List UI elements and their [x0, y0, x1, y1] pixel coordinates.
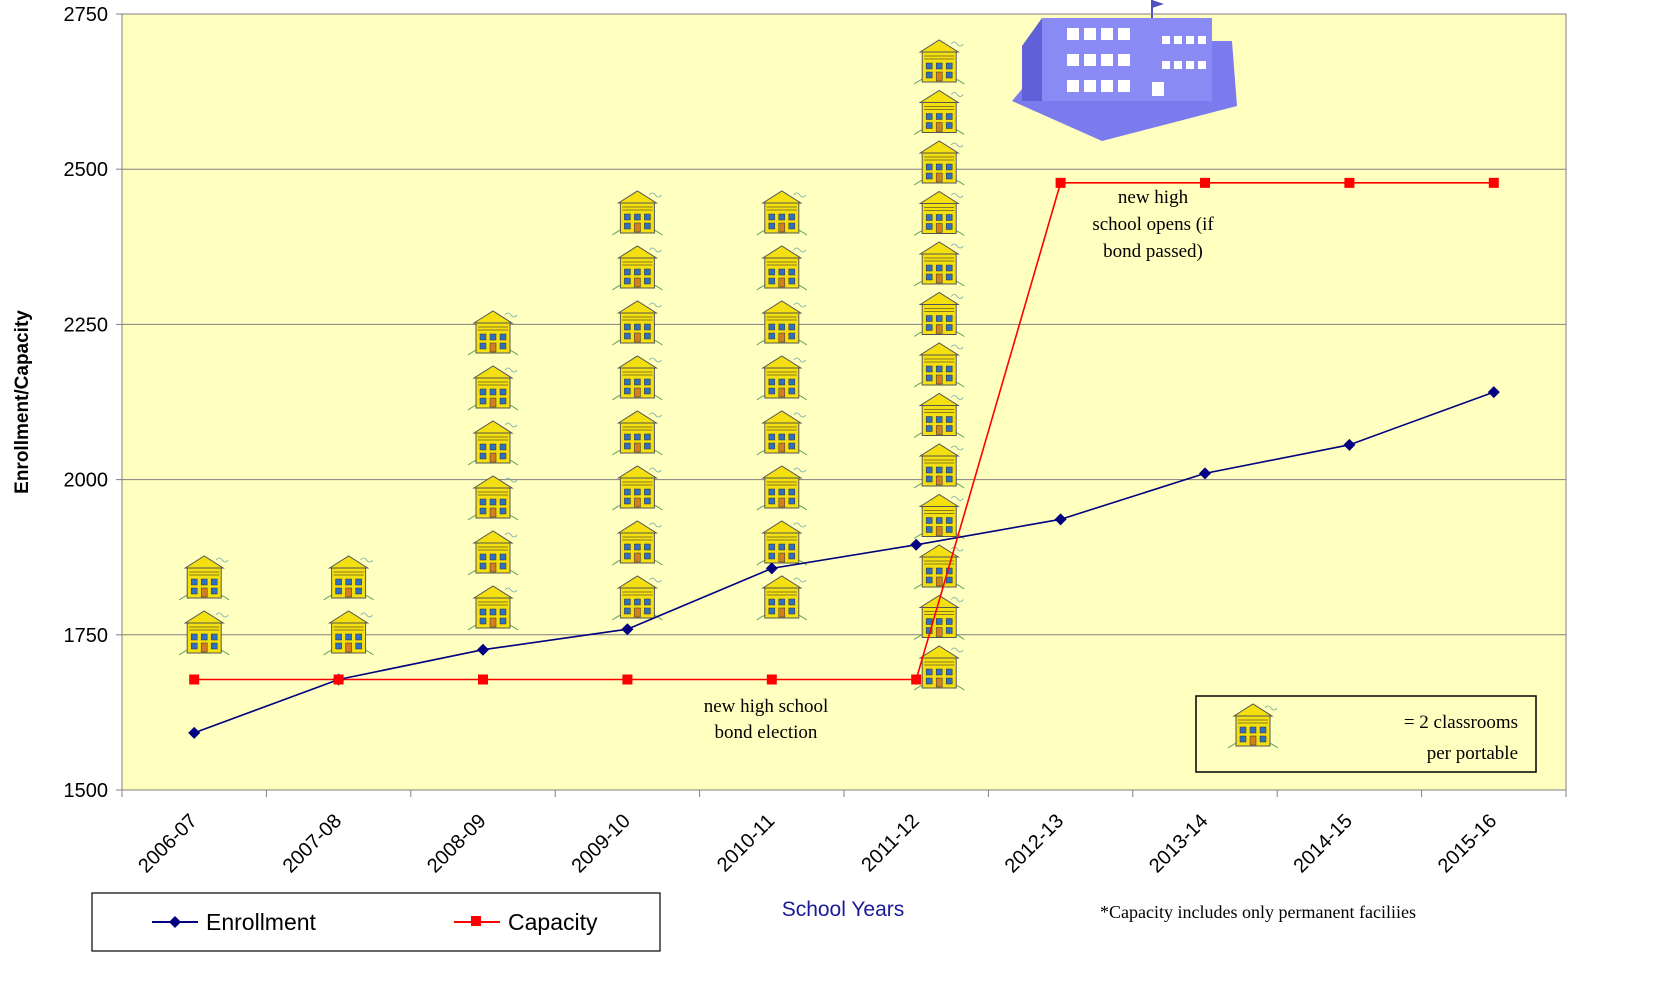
enrollment-point [621, 623, 634, 636]
y-tick-label: 2500 [64, 159, 109, 181]
capacity-point [1200, 177, 1210, 188]
legend-item-capacity: Capacity [454, 909, 598, 935]
portable-key-line-1: = 2 classrooms [1404, 712, 1518, 733]
x-tick-labels: 2006-07 2007-08 2008-09 2009-10 2010-11 2011-… [134, 810, 1501, 877]
capacity-point [622, 674, 633, 685]
series-line-capacity [194, 182, 1494, 681]
x-tick-label: 2007-08 [279, 810, 346, 877]
enrollment-point [1343, 438, 1356, 451]
x-tick-label: 2010-11 [713, 810, 779, 876]
series-lines [193, 182, 1495, 734]
x-tick-label: 2015-16 [1434, 810, 1501, 877]
y-tick-label: 1750 [64, 625, 109, 647]
x-tick-label: 2012-13 [1001, 810, 1068, 877]
x-axis-title: School Years [782, 898, 905, 921]
legend-capacity-marker [471, 916, 481, 926]
y-tick-label: 2250 [64, 314, 109, 336]
capacity-point [766, 674, 777, 685]
bond-election-line-1: new high school [704, 696, 829, 717]
x-tick-label: 2008-09 [423, 810, 490, 877]
school-opens-line-3: bond passed) [1103, 241, 1203, 262]
capacity-point [478, 674, 488, 685]
capacity-point [333, 674, 344, 685]
y-tick-label: 2750 [64, 4, 109, 26]
enrollment-point [1487, 386, 1500, 399]
legend-enrollment-marker [169, 916, 181, 928]
capacity-point [911, 674, 922, 685]
y-tick-label: 2000 [64, 470, 109, 492]
enrollment-point [477, 643, 489, 656]
plot-frame [121, 13, 1567, 791]
portable-key: = 2 classrooms per portable [1195, 695, 1537, 773]
x-tick-label: 2006-07 [134, 810, 201, 877]
y-tick-label: 1500 [64, 780, 109, 802]
x-tick-label: 2009-10 [567, 810, 634, 877]
portable-key-line-2: per portable [1427, 743, 1518, 764]
legend-item-enrollment: Enrollment [152, 909, 317, 935]
x-tick-label: 2013-14 [1145, 810, 1212, 877]
y-tick-labels: 1500 1750 2000 2250 2500 2750 [64, 4, 109, 802]
footnote: *Capacity includes only permanent facili… [1100, 902, 1416, 922]
legend-capacity-label: Capacity [508, 909, 598, 935]
school-opens-line-1: new high [1118, 187, 1189, 208]
enrollment-point [1199, 467, 1211, 480]
legend: Enrollment Capacity [91, 892, 661, 952]
enrollment-point [1054, 513, 1067, 526]
legend-enrollment-label: Enrollment [206, 909, 317, 935]
enrollment-point [765, 562, 778, 575]
series-line-enrollment [193, 391, 1495, 734]
capacity-point [1055, 177, 1066, 188]
bond-election-line-2: bond election [715, 722, 818, 743]
x-tick-label: 2011-12 [857, 810, 923, 876]
plot-area [122, 14, 1566, 790]
enrollment-point [910, 538, 923, 551]
school-opens-line-2: school opens (if [1092, 214, 1214, 235]
enrollment-point [188, 726, 201, 739]
capacity-point [1488, 177, 1499, 188]
capacity-point [189, 674, 200, 685]
x-tick-label: 2014-15 [1289, 810, 1356, 877]
series-markers [188, 177, 1500, 739]
y-axis-title: Enrollment/Capacity [12, 310, 33, 494]
capacity-point [1344, 177, 1355, 188]
